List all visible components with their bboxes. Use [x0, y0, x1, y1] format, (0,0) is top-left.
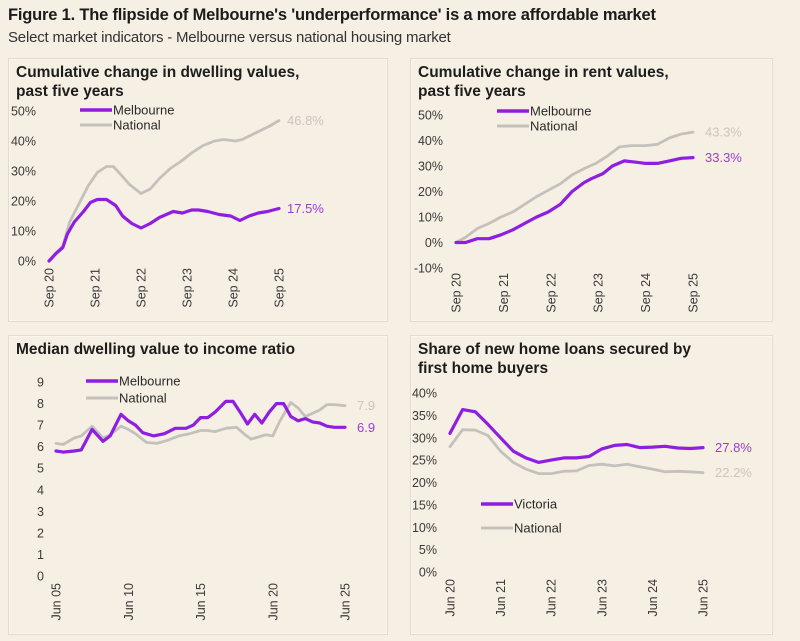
panel-first-home-buyers: Share of new home loans secured by first… [410, 335, 773, 635]
legend-label: Melbourne [113, 103, 174, 118]
panel-title-line: Median dwelling value to income ratio [16, 341, 296, 358]
end-value-label: 6.9 [357, 420, 375, 435]
series-line-melbourne [54, 399, 347, 454]
x-tick-label: Sep 20 [450, 273, 464, 313]
end-value-label: 43.3% [705, 125, 742, 140]
y-tick-label: 25% [412, 454, 437, 468]
y-tick-label: 30% [418, 160, 443, 174]
y-tick-label: 10% [412, 521, 437, 535]
x-tick-label: Sep 22 [135, 268, 149, 308]
x-tick-label: Sep 20 [43, 268, 57, 308]
y-tick-label: 40% [418, 134, 443, 148]
legend-label: Victoria [514, 497, 558, 512]
x-tick-label: Jun 21 [494, 579, 508, 617]
legend-label: National [113, 118, 161, 133]
y-tick-label: 30% [11, 165, 36, 179]
panel-title-line: past five years [16, 83, 124, 100]
x-tick-label: Sep 25 [273, 268, 287, 308]
y-tick-label: 20% [418, 185, 443, 199]
legend-label: National [514, 521, 562, 536]
series-line-national [54, 401, 347, 446]
panel-dwelling-values: Cumulative change in dwelling values, pa… [8, 58, 388, 322]
y-tick-label: 9 [37, 376, 44, 390]
y-tick-label: 35% [412, 409, 437, 423]
series-line-victoria [448, 408, 705, 464]
panel-income-ratio: Median dwelling value to income ratio [8, 335, 388, 635]
y-tick-label: 6 [37, 440, 44, 454]
y-tick-label: 2 [37, 526, 44, 540]
y-tick-label: 5 [37, 462, 44, 476]
panel-title-dwelling: Cumulative change in dwelling values, pa… [16, 63, 299, 101]
panel-title-rent: Cumulative change in rent values, past f… [418, 63, 669, 101]
y-tick-label: 8 [37, 397, 44, 411]
x-tick-label: Sep 25 [687, 273, 701, 313]
y-tick-label: 15% [412, 498, 437, 512]
legend-label: National [530, 119, 578, 134]
series-line-national [454, 130, 695, 244]
panel-title-line: Share of new home loans secured by [418, 341, 692, 358]
y-tick-label: 0 [37, 570, 44, 584]
panel-title-fhb: Share of new home loans secured by first… [418, 340, 691, 378]
y-tick-label: 10% [11, 225, 36, 239]
legend-label: Melbourne [530, 104, 591, 119]
y-tick-label: 3 [37, 505, 44, 519]
figure-title: Figure 1. The flipside of Melbourne's 'u… [8, 6, 656, 24]
x-tick-label: Sep 23 [181, 268, 195, 308]
y-tick-label: 5% [419, 543, 437, 557]
panel-title-line: Cumulative change in dwelling values, [16, 64, 300, 81]
legend-label: Melbourne [119, 374, 180, 389]
y-tick-label: 50% [418, 109, 443, 123]
x-tick-label: Jun 10 [122, 583, 136, 621]
y-tick-label: 40% [11, 135, 36, 149]
x-tick-label: Sep 24 [639, 273, 653, 313]
y-tick-label: 0% [419, 566, 437, 580]
end-value-label: 33.3% [705, 150, 742, 165]
figure-subtitle: Select market indicators - Melbourne ver… [8, 29, 451, 46]
y-tick-label: 50% [11, 105, 36, 119]
series-line-national [47, 119, 281, 263]
y-tick-label: 0% [18, 255, 36, 269]
y-tick-label: 40% [412, 387, 437, 401]
x-tick-label: Jun 20 [266, 583, 280, 621]
panel-title-line: first home buyers [418, 360, 549, 377]
x-tick-label: Jun 23 [595, 579, 609, 617]
y-tick-label: 20% [412, 476, 437, 490]
x-tick-label: Jun 20 [444, 579, 458, 617]
y-tick-label: 4 [37, 483, 44, 497]
y-tick-label: 30% [412, 431, 437, 445]
x-tick-label: Sep 23 [592, 273, 606, 313]
x-tick-label: Sep 21 [89, 268, 103, 308]
y-tick-label: 7 [37, 419, 44, 433]
x-tick-label: Jun 05 [50, 583, 64, 621]
y-tick-label: 10% [418, 211, 443, 225]
y-tick-label: 0% [425, 236, 443, 250]
x-tick-label: Jun 24 [646, 579, 660, 617]
x-tick-label: Sep 22 [544, 273, 558, 313]
legend-label: National [119, 391, 167, 406]
x-tick-label: Jun 15 [194, 583, 208, 621]
end-value-label: 22.2% [715, 465, 752, 480]
end-value-label: 7.9 [357, 398, 375, 413]
end-value-label: 17.5% [287, 201, 324, 216]
y-tick-label: 1 [37, 548, 44, 562]
series-line-national [448, 428, 705, 476]
end-value-label: 46.8% [287, 113, 324, 128]
series-line-melbourne [454, 156, 695, 245]
y-tick-label: -10% [414, 262, 443, 276]
x-tick-label: Sep 21 [497, 273, 511, 313]
panel-title-ratio: Median dwelling value to income ratio [16, 340, 295, 359]
panel-title-line: past five years [418, 83, 526, 100]
x-tick-label: Jun 25 [697, 579, 711, 617]
series-line-melbourne [47, 197, 281, 263]
x-tick-label: Sep 24 [227, 268, 241, 308]
x-tick-label: Jun 22 [545, 579, 559, 617]
x-tick-label: Jun 25 [339, 583, 353, 621]
y-tick-label: 20% [11, 195, 36, 209]
panel-title-line: Cumulative change in rent values, [418, 64, 669, 81]
panel-rent-values: Cumulative change in rent values, past f… [410, 58, 773, 322]
end-value-label: 27.8% [715, 440, 752, 455]
